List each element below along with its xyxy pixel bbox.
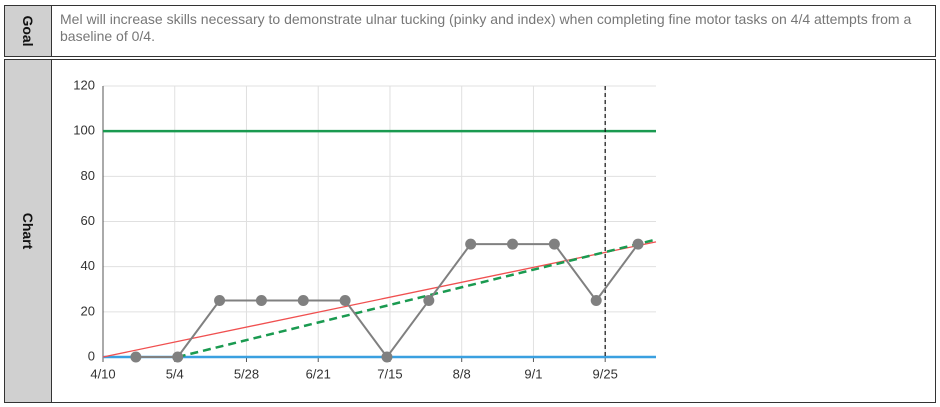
data-point: [507, 238, 519, 250]
data-point: [214, 295, 226, 307]
data-point: [130, 351, 142, 363]
y-tick-label: 20: [81, 303, 95, 318]
y-tick-label: 100: [73, 123, 95, 138]
x-tick-label: 9/25: [593, 366, 618, 381]
data-point: [548, 238, 560, 250]
data-point: [381, 351, 393, 363]
y-tick-label: 80: [81, 168, 95, 183]
y-tick-label: 40: [81, 258, 95, 273]
y-tick-label: 0: [88, 348, 95, 363]
data-point: [297, 295, 309, 307]
x-tick-label: 8/8: [453, 366, 471, 381]
goal-row: Goal Mel will increase skills necessary …: [4, 5, 936, 57]
x-tick-label: 5/4: [166, 366, 184, 381]
x-tick-label: 7/15: [377, 366, 402, 381]
data-point: [423, 295, 435, 307]
trend-line: [177, 238, 657, 359]
x-tick-label: 9/1: [524, 366, 542, 381]
data-point: [339, 295, 351, 307]
goal-text: Mel will increase skills necessary to de…: [60, 11, 912, 44]
x-tick-label: 4/10: [90, 366, 115, 381]
y-tick-label: 120: [73, 77, 95, 92]
y-tick-label: 60: [81, 213, 95, 228]
data-point: [590, 295, 602, 307]
goal-header: Goal: [5, 6, 52, 56]
data-point: [255, 295, 267, 307]
data-point: [172, 351, 184, 363]
data-point: [632, 238, 644, 250]
chart-header: Chart: [5, 60, 52, 402]
x-tick-label: 5/28: [234, 366, 259, 381]
x-tick-label: 6/21: [306, 366, 331, 381]
data-point: [465, 238, 477, 250]
